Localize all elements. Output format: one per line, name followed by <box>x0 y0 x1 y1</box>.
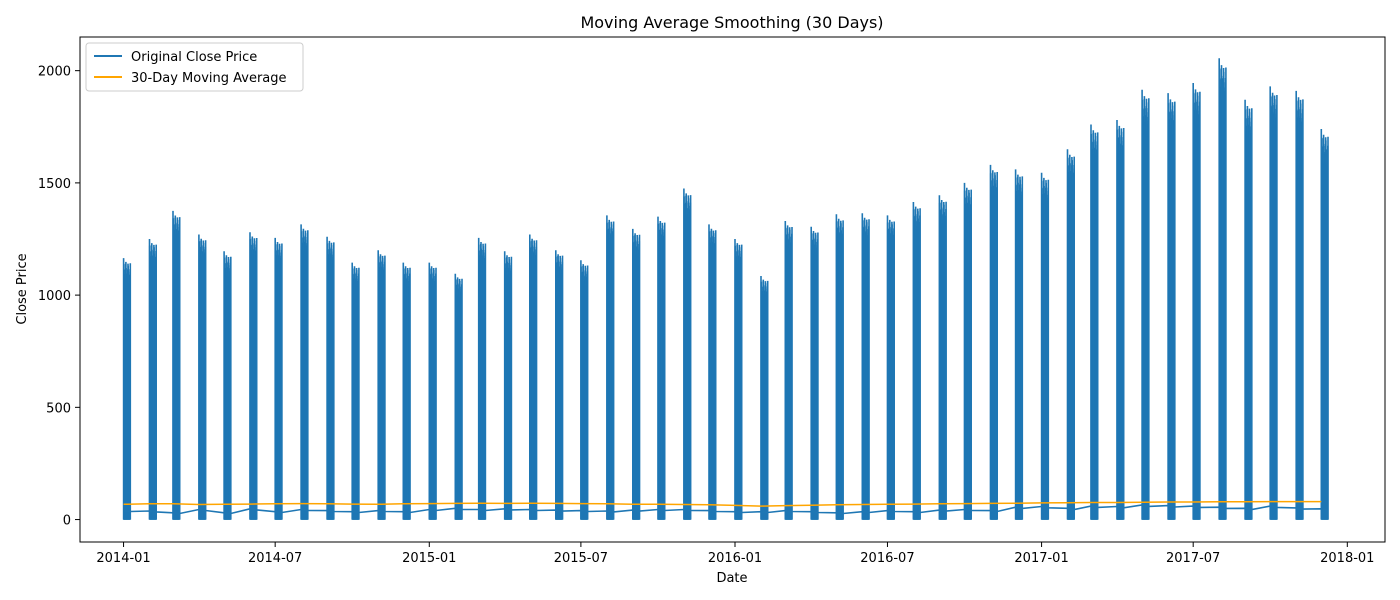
y-axis-title: Close Price <box>15 253 30 324</box>
price-burst <box>938 195 947 520</box>
price-burst <box>861 213 870 520</box>
price-burst <box>274 237 283 520</box>
price-burst <box>734 239 743 520</box>
y-axis: 0 500 1000 1500 2000 <box>38 65 80 529</box>
price-burst <box>300 224 309 520</box>
price-burst <box>1320 129 1329 520</box>
legend-label-moving-average: 30-Day Moving Average <box>131 71 287 86</box>
price-burst <box>198 234 207 520</box>
price-burst <box>1167 93 1176 520</box>
x-tick-label: 2014-07 <box>248 551 302 566</box>
price-burst <box>963 182 973 520</box>
x-tick-label: 2014-01 <box>96 551 150 566</box>
x-axis: 2014-01 2014-07 2015-01 2015-07 2016-01 2016-… <box>96 542 1374 566</box>
price-burst <box>1192 83 1201 520</box>
price-burst <box>606 215 615 520</box>
x-tick-label: 2018-01 <box>1320 551 1374 566</box>
price-burst <box>657 216 666 520</box>
price-burst <box>784 221 793 520</box>
y-tick-label: 1500 <box>38 177 71 192</box>
price-burst <box>1218 58 1227 520</box>
x-tick-label: 2015-01 <box>402 551 456 566</box>
plot-frame <box>79 36 1386 543</box>
price-burst <box>503 251 513 520</box>
price-burst <box>1269 86 1278 520</box>
price-burst <box>148 239 157 520</box>
plot-area <box>122 58 1329 520</box>
price-baseline <box>123 504 1329 515</box>
price-burst <box>886 215 896 520</box>
price-burst <box>810 226 819 520</box>
price-burst <box>1040 172 1050 520</box>
x-tick-label: 2016-01 <box>708 551 762 566</box>
price-burst <box>172 210 181 520</box>
x-axis-title: Date <box>716 571 747 586</box>
price-burst <box>1014 169 1024 520</box>
price-burst <box>326 236 335 520</box>
legend-box <box>85 42 304 92</box>
price-burst <box>1244 99 1253 520</box>
legend-label-original: Original Close Price <box>131 50 257 65</box>
price-burst <box>1066 149 1075 520</box>
price-burst <box>1090 124 1099 520</box>
original-close-price-series <box>122 58 1329 520</box>
price-burst <box>631 228 641 520</box>
price-burst <box>580 260 589 520</box>
price-burst <box>912 202 921 520</box>
y-tick-label: 1000 <box>38 289 71 304</box>
legend: Original Close Price 30-Day Moving Avera… <box>85 42 304 92</box>
price-burst <box>554 250 564 520</box>
x-tick-label: 2017-01 <box>1014 551 1068 566</box>
price-burst <box>377 250 386 520</box>
y-tick-label: 0 <box>63 514 71 529</box>
price-burst <box>477 237 487 520</box>
price-burst <box>989 164 999 520</box>
price-burst <box>454 273 463 520</box>
price-burst <box>223 251 232 520</box>
x-tick-label: 2016-07 <box>860 551 914 566</box>
price-burst <box>835 214 844 520</box>
price-burst <box>122 258 132 520</box>
price-burst <box>760 276 769 520</box>
price-burst <box>1141 89 1150 520</box>
y-tick-label: 500 <box>46 401 71 416</box>
price-burst <box>351 262 360 520</box>
price-burst <box>1116 120 1125 520</box>
price-burst <box>249 232 258 520</box>
moving-average-line <box>123 500 1322 507</box>
x-tick-label: 2017-07 <box>1166 551 1220 566</box>
price-burst <box>1295 90 1304 520</box>
price-burst <box>683 188 692 520</box>
x-tick-label: 2015-07 <box>554 551 608 566</box>
price-burst <box>402 262 411 520</box>
y-tick-label: 2000 <box>38 65 71 80</box>
chart-title: Moving Average Smoothing (30 Days) <box>580 13 883 32</box>
price-burst <box>528 234 538 520</box>
price-burst <box>708 224 717 520</box>
price-burst <box>428 262 437 520</box>
